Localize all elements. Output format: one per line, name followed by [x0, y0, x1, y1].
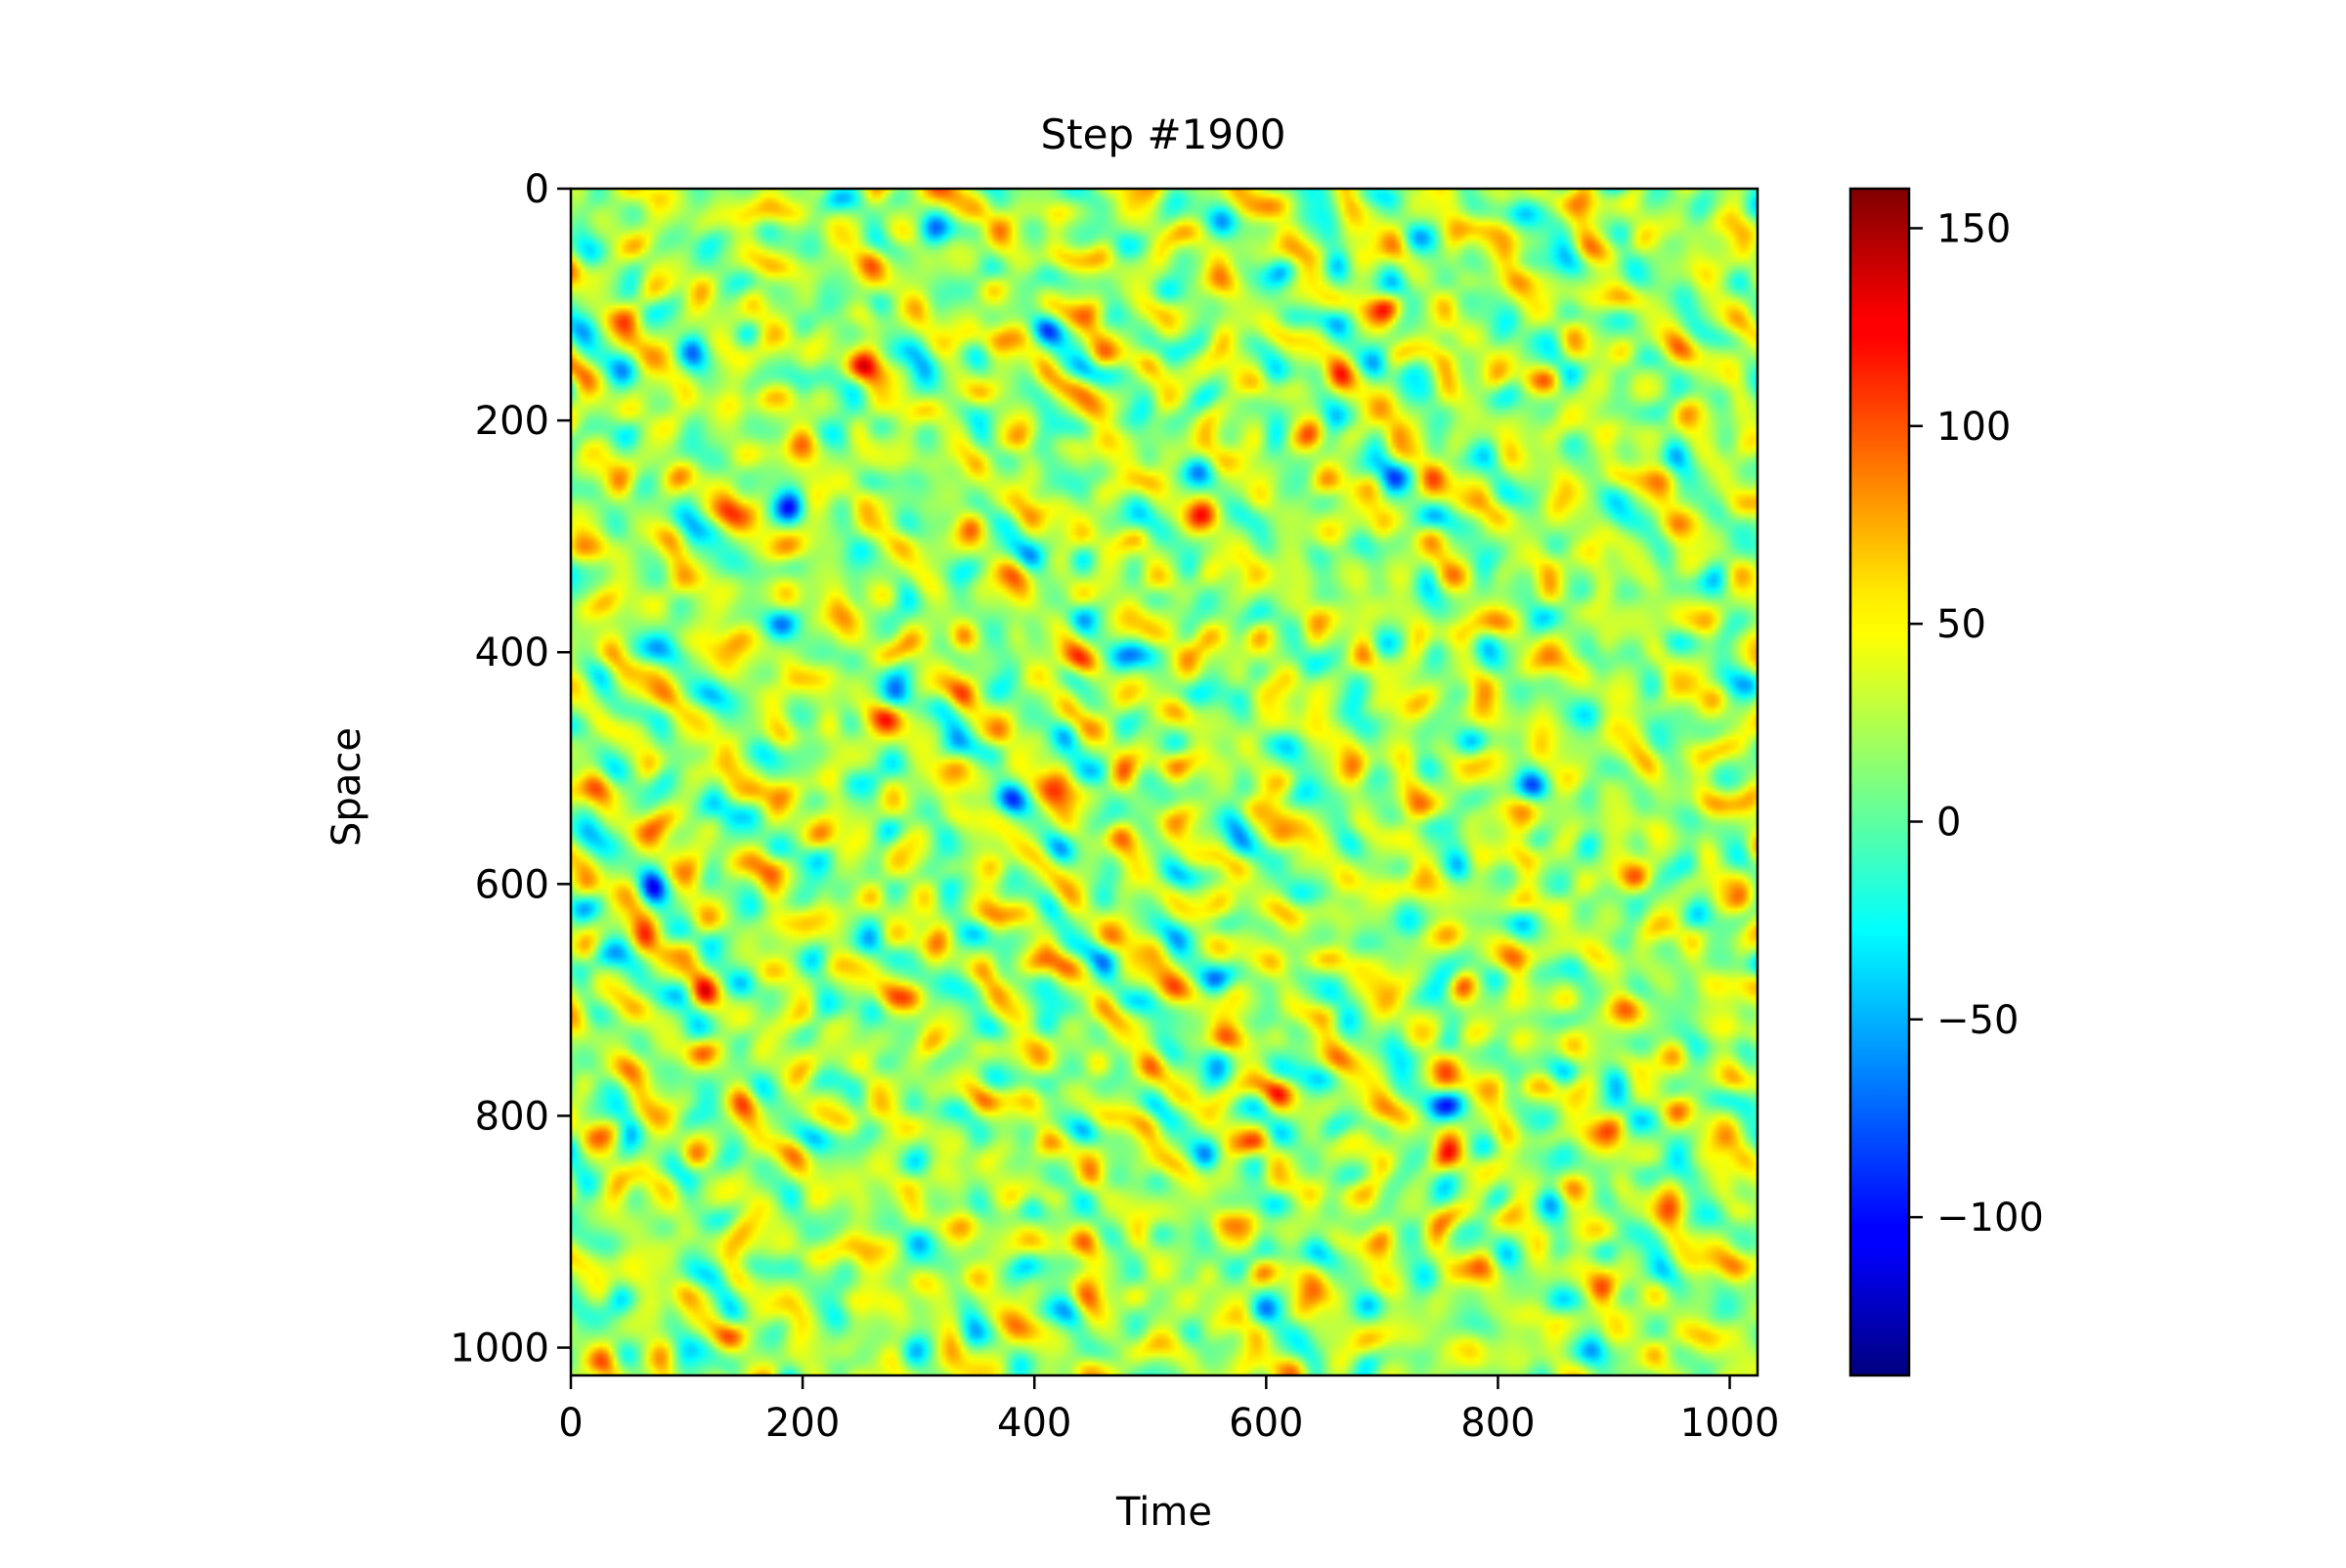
x-axis-ticks: 0 200 400 600 800 1000 — [558, 1375, 1779, 1446]
x-tick-label: 400 — [997, 1401, 1071, 1446]
colorbar-tick-label: 0 — [1936, 800, 1961, 845]
colorbar-tick-label: −100 — [1936, 1196, 2044, 1241]
colorbar-ticks: 150 100 50 0 −50 −100 — [1909, 206, 2044, 1241]
y-tick-label: 1000 — [450, 1327, 549, 1372]
x-tick-label: 600 — [1229, 1401, 1303, 1446]
colorbar-tick-label: 150 — [1936, 206, 2011, 251]
x-tick-label: 0 — [558, 1401, 583, 1446]
colorbar: 150 100 50 0 −50 −100 — [1848, 187, 2044, 1377]
x-tick-label: 800 — [1460, 1401, 1535, 1446]
y-tick-label: 200 — [475, 399, 549, 444]
colorbar-tick-label: −50 — [1936, 998, 2019, 1043]
colorbar-tick-label: 50 — [1936, 602, 1986, 647]
y-axis-label: Space — [325, 727, 369, 847]
y-tick-label: 600 — [475, 862, 549, 907]
x-tick-label: 200 — [765, 1401, 840, 1446]
y-tick-label: 400 — [475, 631, 549, 675]
y-tick-label: 800 — [475, 1094, 549, 1139]
x-tick-label: 1000 — [1680, 1401, 1780, 1446]
y-tick-label: 0 — [525, 167, 549, 212]
plot-frame — [569, 187, 1760, 1377]
y-axis-ticks: 0 200 400 600 800 1000 — [450, 167, 571, 1372]
heatmap-area — [571, 189, 1758, 1375]
heatmap-image — [571, 189, 1758, 1375]
colorbar-gradient — [1848, 187, 1911, 1377]
x-axis-label: Time — [1115, 1490, 1212, 1535]
colorbar-tick-label: 100 — [1936, 405, 2011, 450]
chart-title: Step #1900 — [1040, 110, 1285, 158]
